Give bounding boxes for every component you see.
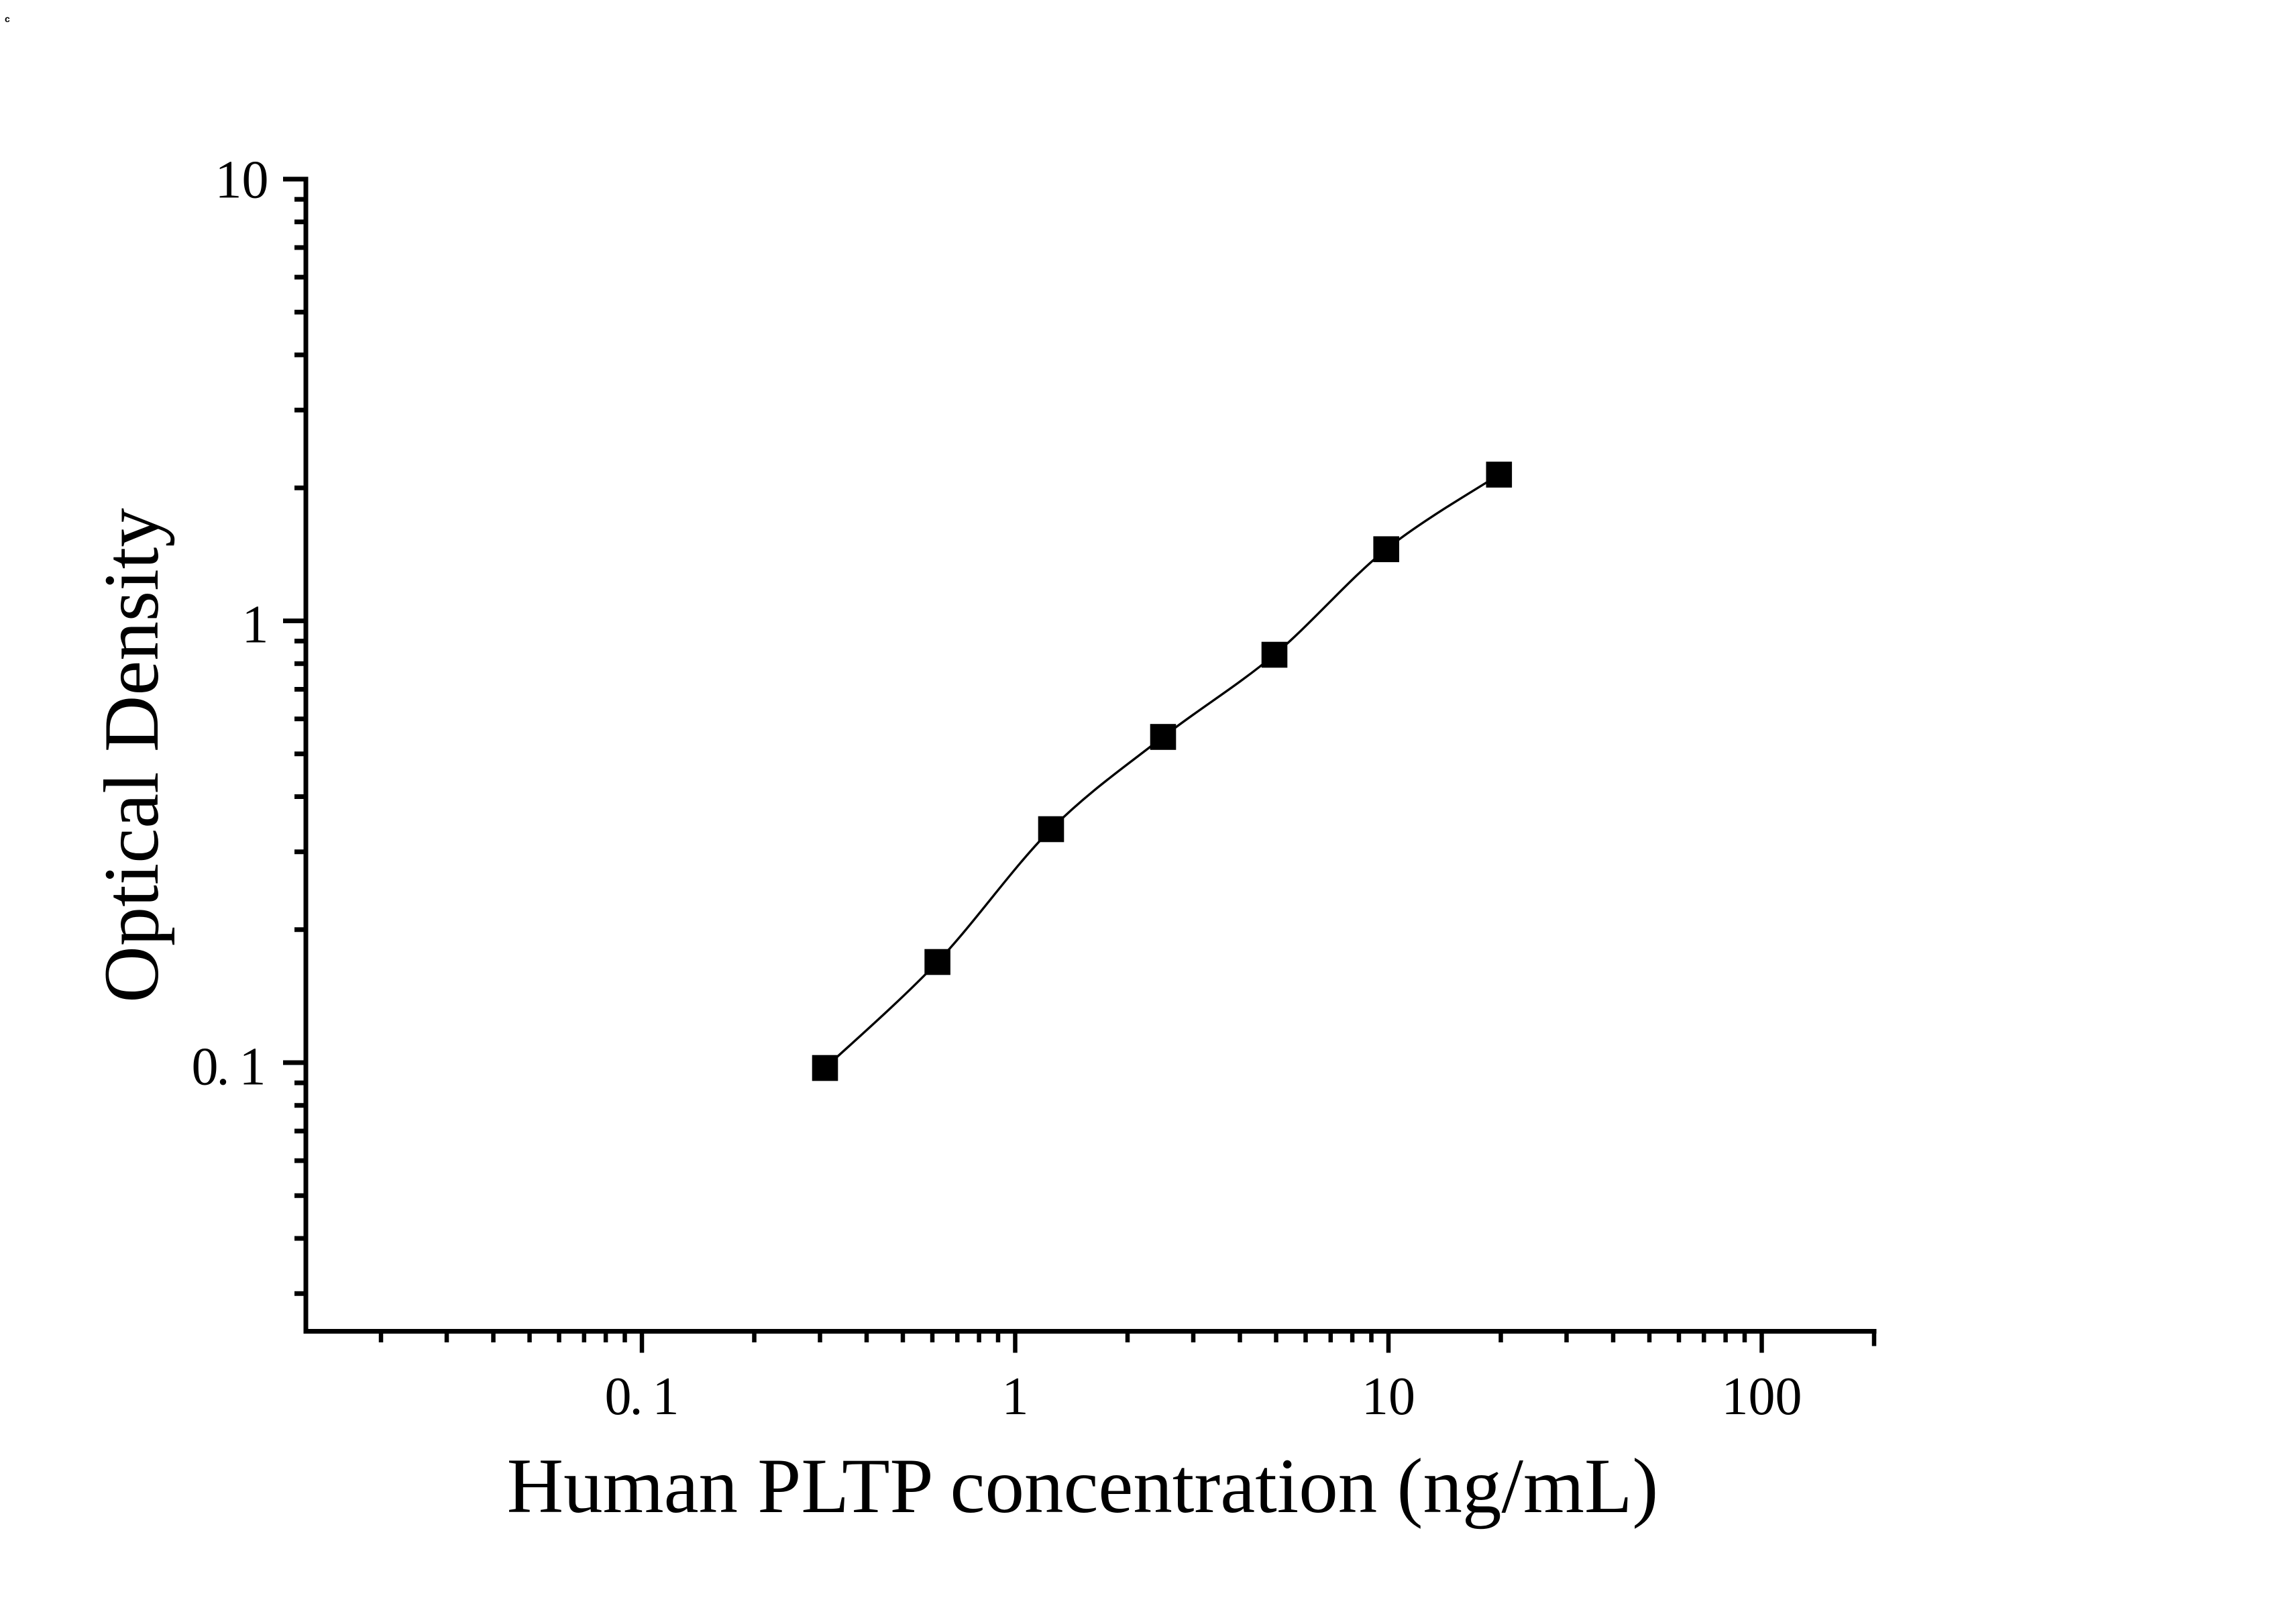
svg-text:0. 1: 0. 1 [192,1038,266,1097]
svg-text:1: 1 [1002,1367,1029,1426]
svg-text:10: 10 [215,151,269,210]
svg-text:c: c [5,13,10,24]
svg-text:Human PLTP concentration (ng/m: Human PLTP concentration (ng/mL) [507,1443,1659,1530]
svg-text:10: 10 [1362,1367,1415,1426]
svg-text:Optical Density: Optical Density [89,508,175,1003]
svg-text:0. 1: 0. 1 [605,1367,679,1426]
svg-text:100: 100 [1722,1367,1802,1426]
svg-text:1: 1 [242,596,269,655]
